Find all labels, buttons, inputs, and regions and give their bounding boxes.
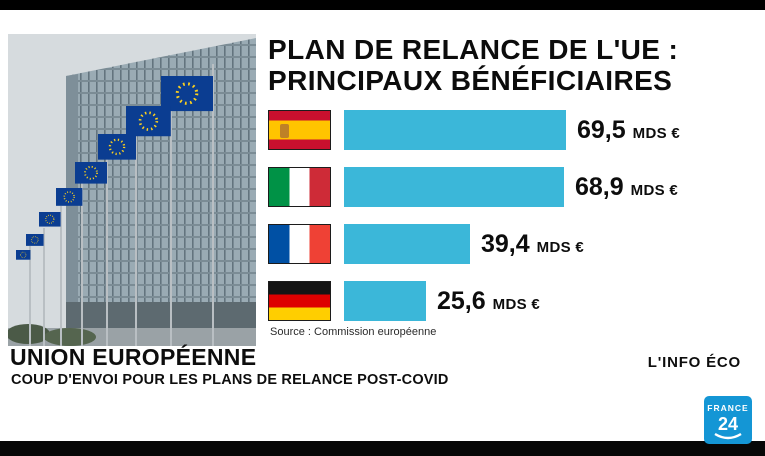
value-label: 68,9 MDS € [575,173,678,202]
value-label: 25,6 MDS € [437,287,540,316]
logo-text-24: 24 [718,414,738,434]
value-bar [344,167,564,207]
value-unit: MDS € [536,238,585,256]
chart-title-line2: PRINCIPAUX BÉNÉFICIAIRES [268,65,673,97]
banner-subtitle: COUP D'ENVOI POUR LES PLANS DE RELANCE P… [11,372,449,388]
eu-commission-photo [8,34,256,346]
letterbox-bottom [0,441,765,456]
chart-title-line1: PLAN DE RELANCE DE L'UE : [268,34,679,65]
bar-row-france: 39,4 MDS € [268,224,680,264]
value-number: 68,9 [575,172,624,201]
bar-row-italy: 68,9 MDS € [268,167,680,207]
eu-commission-photo-illustration [8,34,256,346]
banner-title: UNION EUROPÉENNE [10,344,257,370]
value-bar [344,110,566,150]
value-number: 39,4 [481,229,530,258]
program-label: L'INFO ÉCO [647,354,741,371]
france24-logo: FRANCE 24 [704,396,752,444]
value-unit: MDS € [632,124,681,142]
logo-background [704,396,752,444]
flag-spain-icon [268,110,331,150]
bar-row-spain: 69,5 MDS € [268,110,680,150]
source-note: Source : Commission européenne [270,326,437,338]
flag-france-icon [268,224,331,264]
bar-row-germany: 25,6 MDS € [268,281,680,321]
spain-coat-of-arms-icon [280,124,289,138]
flag-italy-icon [268,167,331,207]
value-label: 69,5 MDS € [577,116,680,145]
bar-chart: 69,5 MDS € 68,9 MDS € 39,4 MDS € 25 [268,110,680,338]
value-bar [344,281,426,321]
value-label: 39,4 MDS € [481,230,584,259]
logo-swoosh-icon [714,432,742,440]
letterbox-top [0,0,765,10]
logo-text-france: FRANCE [707,403,748,413]
value-unit: MDS € [492,295,541,313]
value-number: 69,5 [577,115,626,144]
value-unit: MDS € [630,181,679,199]
building-facade [66,38,256,346]
value-number: 25,6 [437,286,486,315]
flag-germany-icon [268,281,331,321]
value-bar [344,224,470,264]
chart-title: PLAN DE RELANCE DE L'UE : PRINCIPAUX BÉN… [268,34,678,97]
